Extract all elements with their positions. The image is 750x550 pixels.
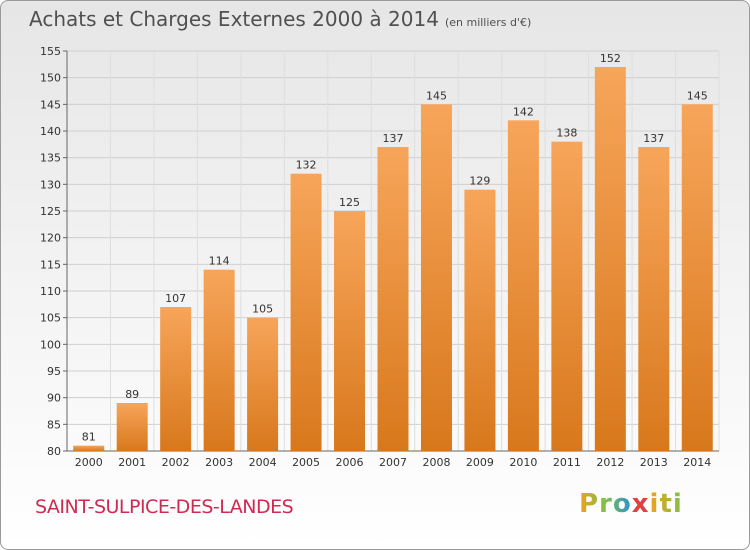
value-label-2012: 152 — [600, 52, 621, 65]
y-tick-label: 90 — [47, 392, 61, 405]
x-tick-label-2011: 2011 — [553, 456, 581, 469]
x-tick-label-2007: 2007 — [379, 456, 407, 469]
y-tick-label: 115 — [40, 258, 61, 271]
bar-2011 — [551, 141, 583, 451]
bar-2010 — [507, 120, 539, 451]
bar-2004 — [247, 317, 279, 451]
bar-2009 — [464, 189, 496, 451]
y-tick-label: 100 — [40, 338, 61, 351]
y-tick-label: 125 — [40, 205, 61, 218]
x-tick-label-2003: 2003 — [205, 456, 233, 469]
value-label-2011: 138 — [556, 127, 577, 140]
x-tick-label-2010: 2010 — [509, 456, 537, 469]
bar-2013 — [638, 147, 670, 451]
y-tick-label: 120 — [40, 232, 61, 245]
value-label-2007: 137 — [383, 132, 404, 145]
value-label-2004: 105 — [252, 303, 273, 316]
value-label-2010: 142 — [513, 105, 534, 118]
x-tick-label-2014: 2014 — [683, 456, 711, 469]
y-tick-label: 95 — [47, 365, 61, 378]
x-tick-label-2012: 2012 — [596, 456, 624, 469]
y-tick-label: 145 — [40, 98, 61, 111]
bar-2001 — [116, 403, 148, 451]
value-label-2005: 132 — [296, 159, 317, 172]
commune-name: SAINT-SULPICE-DES-LANDES — [35, 496, 294, 518]
x-tick-label-2001: 2001 — [118, 456, 146, 469]
logo-x: x — [631, 489, 650, 519]
value-label-2006: 125 — [339, 196, 360, 209]
value-label-2009: 129 — [469, 175, 490, 188]
value-label-2000: 81 — [82, 431, 96, 444]
x-tick-label-2002: 2002 — [162, 456, 190, 469]
bar-2002 — [160, 307, 192, 451]
proxiti-logo: Proxiti — [579, 489, 683, 519]
chart-title-text: Achats et Charges Externes 2000 à 2014 — [29, 7, 439, 31]
y-tick-label: 80 — [47, 445, 61, 458]
y-tick-label: 130 — [40, 178, 61, 191]
x-tick-label-2004: 2004 — [249, 456, 277, 469]
labels: 81 2000 89 2001 107 2002 114 2003 105 2004 132 2005… — [75, 52, 712, 469]
bar-2007 — [377, 147, 409, 451]
x-tick-label-2000: 2000 — [75, 456, 103, 469]
value-label-2003: 114 — [209, 255, 230, 268]
logo-part-1: Pro — [579, 489, 632, 519]
y-tick-label: 155 — [40, 45, 61, 58]
value-label-2008: 145 — [426, 89, 447, 102]
y-tick-label: 140 — [40, 125, 61, 138]
x-tick-label-2006: 2006 — [336, 456, 364, 469]
value-label-2014: 145 — [687, 89, 708, 102]
bar-2014 — [681, 104, 713, 451]
bars — [73, 67, 713, 451]
y-tick-label: 135 — [40, 152, 61, 165]
y-tick-label: 105 — [40, 312, 61, 325]
value-label-2013: 137 — [643, 132, 664, 145]
value-label-2001: 89 — [125, 388, 139, 401]
x-tick-label-2005: 2005 — [292, 456, 320, 469]
bar-2005 — [290, 173, 322, 451]
chart-subtitle: (en milliers d'€) — [444, 16, 532, 29]
chart-title: Achats et Charges Externes 2000 à 2014 (e… — [29, 7, 531, 31]
bar-2006 — [334, 211, 366, 451]
value-label-2002: 107 — [165, 292, 186, 305]
y-tick-label: 85 — [47, 418, 61, 431]
bar-2000 — [73, 445, 105, 451]
bar-2012 — [594, 67, 626, 451]
y-tick-label: 110 — [40, 285, 61, 298]
bar-2008 — [420, 104, 452, 451]
y-tick-label: 150 — [40, 72, 61, 85]
x-tick-label-2009: 2009 — [466, 456, 494, 469]
bar-2003 — [203, 269, 235, 451]
logo-part-2: iti — [649, 489, 683, 519]
x-tick-label-2013: 2013 — [640, 456, 668, 469]
x-tick-label-2008: 2008 — [422, 456, 450, 469]
